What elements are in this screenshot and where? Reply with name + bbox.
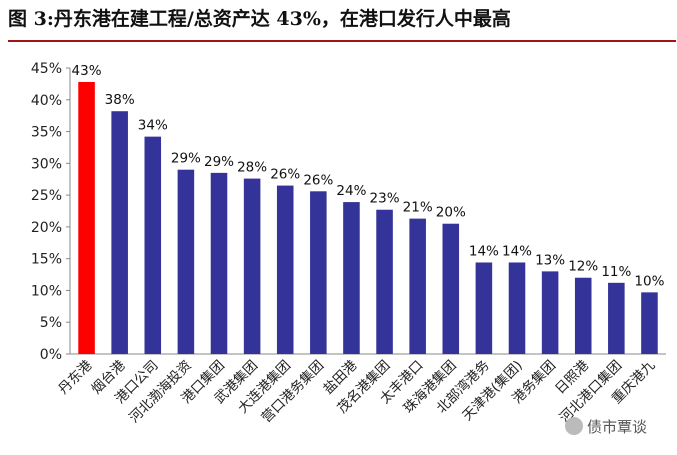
figure-title: 图 3:丹东港在建工程/总资产达 43%，在港口发行人中最高 bbox=[8, 8, 511, 30]
data-label: 13% bbox=[535, 252, 565, 268]
y-tick-label: 45% bbox=[31, 61, 62, 77]
data-label: 29% bbox=[171, 151, 201, 167]
y-tick-label: 25% bbox=[31, 188, 62, 204]
bar bbox=[442, 223, 460, 354]
data-label: 43% bbox=[72, 63, 102, 79]
data-label: 14% bbox=[502, 243, 532, 259]
wechat-icon bbox=[565, 417, 583, 435]
y-tick-label: 40% bbox=[31, 93, 62, 109]
data-label: 14% bbox=[469, 243, 499, 259]
bar bbox=[343, 202, 360, 354]
y-tick-label: 5% bbox=[40, 315, 62, 331]
bar bbox=[541, 271, 559, 354]
bar bbox=[78, 81, 95, 354]
data-label: 12% bbox=[568, 259, 598, 275]
watermark: 债市覃谈 bbox=[565, 416, 647, 437]
bar bbox=[508, 262, 526, 354]
y-tick-label: 20% bbox=[31, 220, 62, 236]
bar bbox=[243, 178, 261, 354]
bar bbox=[574, 277, 592, 354]
data-label: 29% bbox=[204, 154, 234, 170]
data-label: 23% bbox=[370, 191, 400, 207]
data-label: 10% bbox=[634, 273, 664, 289]
bar bbox=[177, 169, 195, 354]
y-tick-label: 15% bbox=[31, 252, 62, 268]
figure-header: 图 3:丹东港在建工程/总资产达 43%，在港口发行人中最高 bbox=[8, 4, 676, 42]
title-rule bbox=[8, 40, 676, 42]
bar bbox=[376, 209, 393, 354]
data-label: 21% bbox=[403, 200, 433, 216]
bar bbox=[641, 292, 658, 354]
y-tick-label: 35% bbox=[31, 125, 62, 141]
data-label: 34% bbox=[138, 118, 168, 134]
data-label: 24% bbox=[336, 183, 366, 199]
bar bbox=[475, 262, 493, 354]
data-label: 11% bbox=[601, 264, 631, 280]
y-tick-label: 10% bbox=[31, 283, 62, 299]
data-label: 38% bbox=[105, 92, 135, 108]
bar bbox=[210, 172, 228, 354]
y-tick-label: 30% bbox=[31, 156, 62, 172]
bar bbox=[608, 282, 625, 354]
bar bbox=[144, 136, 162, 354]
watermark-text: 债市覃谈 bbox=[587, 418, 648, 436]
data-label: 26% bbox=[270, 167, 300, 183]
data-label: 28% bbox=[237, 160, 267, 176]
data-label: 20% bbox=[436, 205, 466, 221]
bar bbox=[111, 111, 128, 355]
bar bbox=[409, 218, 426, 354]
bar bbox=[276, 185, 294, 354]
y-tick-label: 0% bbox=[40, 347, 62, 363]
bar bbox=[310, 191, 327, 354]
category-label: 丹东港 bbox=[55, 357, 95, 397]
data-label: 26% bbox=[303, 172, 333, 188]
